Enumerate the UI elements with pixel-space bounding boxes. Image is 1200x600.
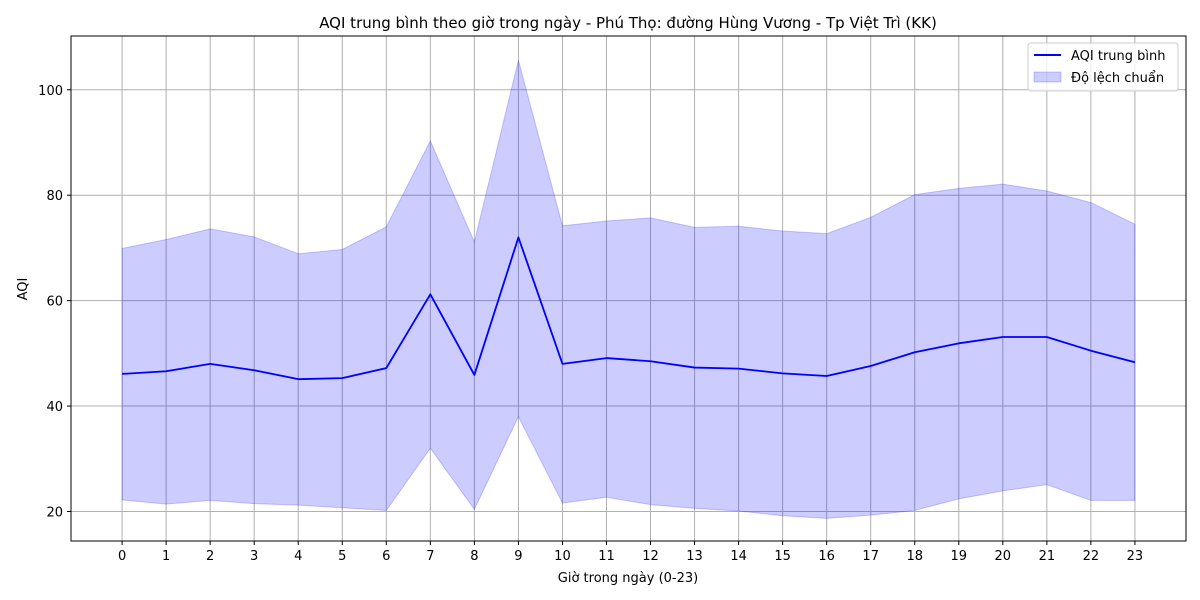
- x-tick-label: 1: [162, 549, 170, 564]
- grid: [71, 36, 1186, 541]
- x-tick-label: 8: [470, 549, 478, 564]
- x-tick-label: 15: [774, 549, 791, 564]
- x-axis-ticks: 0 1 2 3 4 5 6 7 8 9 10 11 12 13 14 15 16 17 18 19 20 21 22 23: [118, 541, 1143, 564]
- x-tick-label: 10: [554, 549, 571, 564]
- x-tick-label: 17: [862, 549, 879, 564]
- x-tick-label: 13: [686, 549, 703, 564]
- x-tick-label: 6: [382, 549, 390, 564]
- x-tick-label: 20: [995, 549, 1012, 564]
- x-tick-label: 11: [598, 549, 615, 564]
- std-band-area: [121, 60, 1136, 519]
- y-tick-label: 20: [46, 505, 63, 520]
- y-tick-label: 40: [46, 400, 63, 415]
- x-tick-label: 22: [1083, 549, 1100, 564]
- x-tick-label: 5: [338, 549, 346, 564]
- x-tick-label: 23: [1127, 549, 1144, 564]
- y-tick-label: 80: [46, 189, 63, 204]
- legend-label-std: Độ lệch chuẩn: [1071, 71, 1164, 86]
- x-tick-label: 4: [294, 549, 302, 564]
- std-band-layer: [121, 60, 1136, 519]
- legend-box: [1027, 42, 1179, 92]
- x-tick-label: 2: [206, 549, 214, 564]
- x-tick-label: 7: [426, 549, 434, 564]
- chart-title: AQI trung bình theo giờ trong ngày - Phú…: [319, 14, 937, 32]
- x-tick-label: 16: [818, 549, 835, 564]
- series-line-aqi-mean: [122, 236, 1136, 381]
- x-tick-label: 3: [250, 549, 258, 564]
- plot-frame: [70, 35, 1187, 542]
- x-tick-label: 19: [950, 549, 967, 564]
- y-axis-ticks: 20 40 60 80 100: [38, 84, 71, 520]
- x-tick-label: 0: [118, 549, 126, 564]
- x-tick-label: 12: [642, 549, 659, 564]
- x-tick-label: 18: [906, 549, 923, 564]
- x-tick-label: 14: [730, 549, 747, 564]
- y-tick-label: 60: [46, 295, 63, 310]
- x-axis-label: Giờ trong ngày (0-23): [558, 571, 698, 586]
- legend-label-mean: AQI trung bình: [1071, 49, 1166, 64]
- series-line-layer: [122, 236, 1136, 381]
- legend-band-swatch: [1033, 71, 1062, 83]
- x-tick-label: 21: [1039, 549, 1056, 564]
- legend: AQI trung bình Độ lệch chuẩn: [1027, 42, 1179, 92]
- x-tick-label: 9: [514, 549, 522, 564]
- y-axis-label: AQI: [16, 278, 31, 301]
- y-tick-label: 100: [38, 84, 63, 99]
